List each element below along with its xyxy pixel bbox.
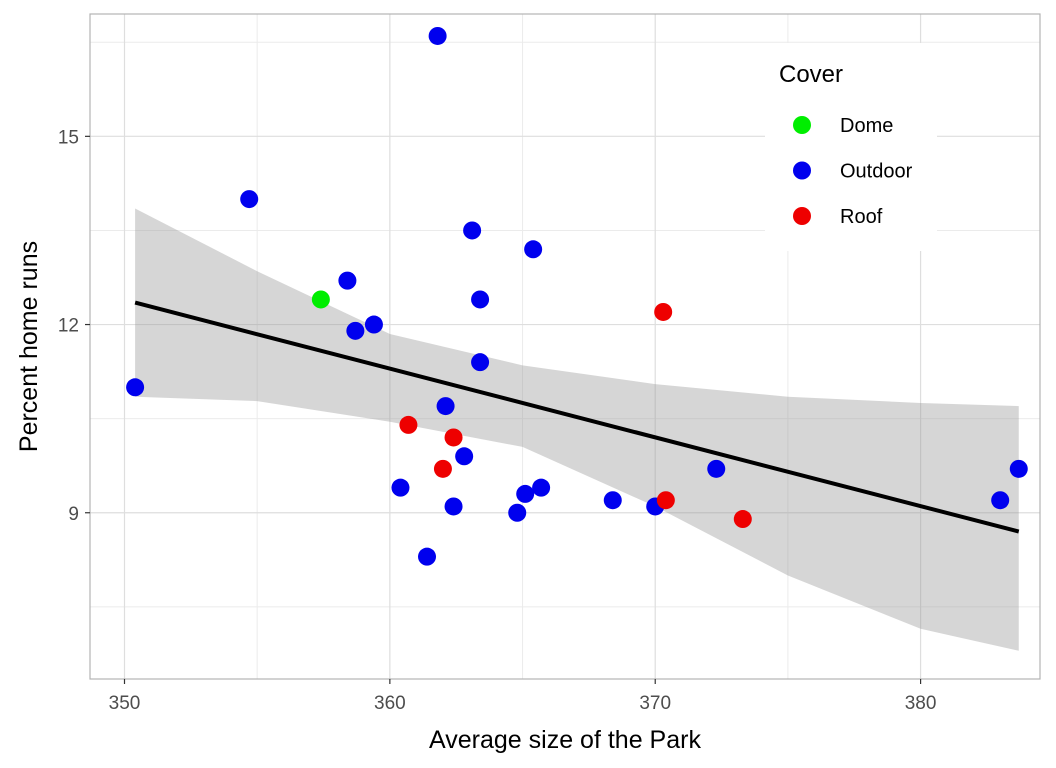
- legend-label-outdoor: Outdoor: [840, 161, 913, 183]
- data-point-roof: [733, 510, 752, 529]
- legend-title: Cover: [779, 61, 843, 88]
- data-point-outdoor: [508, 503, 527, 522]
- data-point-outdoor: [455, 447, 474, 466]
- data-point-dome: [311, 290, 330, 309]
- y-tick-label: 15: [58, 127, 79, 148]
- data-point-outdoor: [707, 459, 726, 478]
- x-tick-label: 370: [639, 693, 671, 714]
- legend-label-roof: Roof: [840, 206, 883, 228]
- data-point-outdoor: [436, 397, 455, 416]
- y-axis-title: Percent home runs: [15, 241, 43, 452]
- x-tick-label: 350: [109, 693, 141, 714]
- data-point-outdoor: [524, 240, 543, 259]
- legend-label-dome: Dome: [840, 115, 893, 137]
- data-point-outdoor: [991, 491, 1010, 510]
- data-point-outdoor: [428, 26, 447, 45]
- legend-key-roof: [793, 207, 811, 225]
- y-tick-label: 12: [58, 316, 79, 337]
- data-point-outdoor: [240, 190, 259, 209]
- data-point-outdoor: [532, 478, 551, 497]
- x-tick-label: 380: [905, 693, 937, 714]
- data-point-outdoor: [603, 491, 622, 510]
- regression-line: [134, 300, 1020, 534]
- data-point-outdoor: [364, 315, 383, 334]
- data-point-outdoor: [463, 221, 482, 240]
- x-axis-ticks: 350 360 370 380: [109, 679, 937, 714]
- data-point-roof: [654, 302, 673, 321]
- legend-entries: Dome Outdoor Roof: [793, 115, 913, 228]
- data-point-outdoor: [346, 321, 365, 340]
- data-point-outdoor: [418, 547, 437, 566]
- x-tick-label: 360: [374, 693, 406, 714]
- data-point-roof: [433, 459, 452, 478]
- y-axis-ticks: 9 12 15: [58, 127, 90, 525]
- data-point-outdoor: [126, 378, 145, 397]
- data-point-roof: [399, 415, 418, 434]
- data-point-roof: [444, 428, 463, 447]
- x-axis-title: Average size of the Park: [429, 726, 701, 754]
- data-point-outdoor: [338, 271, 357, 290]
- data-point-outdoor: [1009, 459, 1028, 478]
- data-point-outdoor: [444, 497, 463, 516]
- data-point-outdoor: [391, 478, 410, 497]
- legend: Cover Dome Outdoor Roof: [765, 43, 937, 251]
- confidence-band: [135, 208, 1019, 651]
- data-points: [126, 26, 1028, 566]
- legend-key-outdoor: [793, 161, 811, 180]
- y-tick-label: 9: [68, 504, 79, 525]
- trend-line: [134, 300, 1020, 534]
- data-point-outdoor: [471, 290, 490, 309]
- legend-key-dome: [793, 116, 811, 134]
- data-point-outdoor: [471, 353, 490, 372]
- confidence-band-area: [135, 208, 1019, 651]
- panel-border: [89, 13, 1041, 680]
- data-point-roof: [656, 491, 675, 510]
- data-point-outdoor: [516, 484, 535, 503]
